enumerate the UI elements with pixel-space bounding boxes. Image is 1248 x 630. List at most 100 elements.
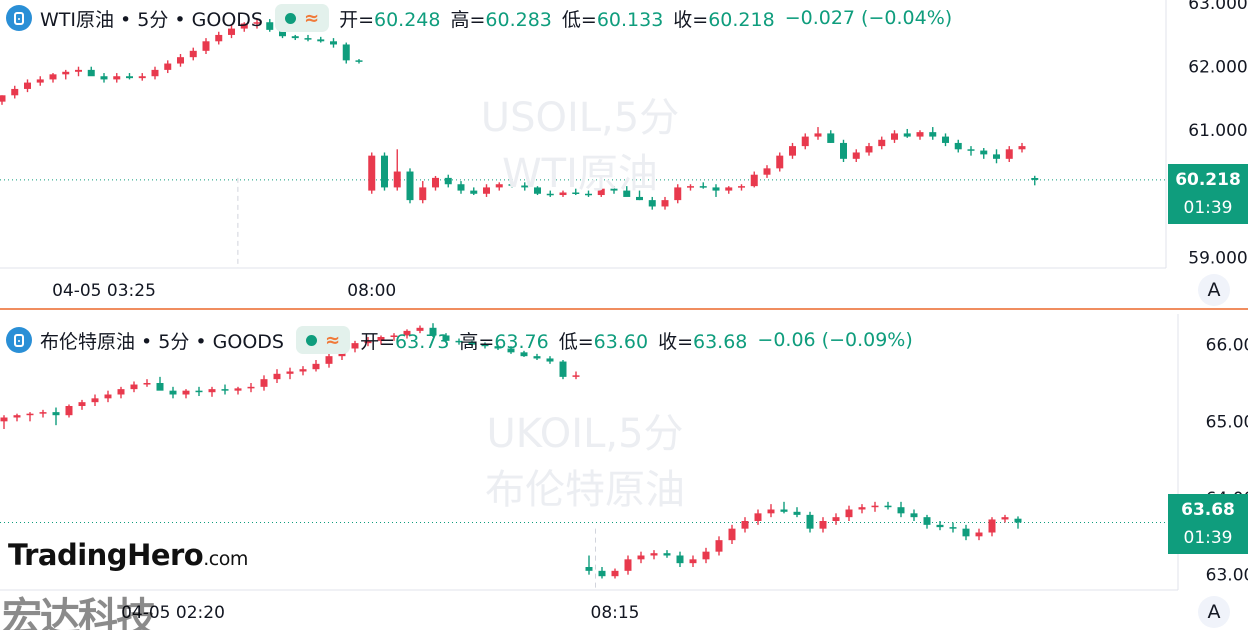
brent-high-label: 高= [459, 330, 495, 353]
candle-body [169, 390, 177, 395]
candle-body [351, 343, 359, 349]
wti-high-value: 60.283 [485, 8, 552, 31]
candle-body [903, 133, 911, 137]
candle-body [364, 340, 372, 344]
candle-body [419, 187, 427, 201]
wti-watermark: USOIL,5分 WTI原油 [450, 90, 710, 202]
candle-body [852, 152, 860, 159]
candle-body [342, 44, 350, 61]
candle-body [936, 524, 944, 528]
candle-body [689, 559, 697, 564]
candle-body [1001, 517, 1009, 520]
candle-body [728, 528, 736, 541]
candles-group [0, 19, 1039, 210]
candle-body [100, 76, 108, 80]
x-tick-label: 04-05 03:25 [52, 281, 156, 301]
candle-body [65, 406, 73, 416]
candle-body [182, 390, 190, 395]
wti-status-pill[interactable]: ≈ [274, 4, 330, 32]
candle-body [355, 60, 363, 62]
candle-body [980, 150, 988, 155]
candle-body [312, 363, 320, 370]
brent-close-value: 63.68 [693, 330, 748, 353]
brent-status-pill[interactable]: ≈ [296, 326, 351, 354]
candle-body [468, 342, 476, 345]
wti-close-value: 60.218 [708, 8, 775, 31]
candle-body [368, 155, 376, 191]
candle-body [637, 555, 645, 560]
candle-body [611, 570, 619, 577]
candle-body [676, 555, 684, 564]
candle-body [130, 384, 138, 390]
candle-body [215, 34, 223, 42]
candle-body [663, 553, 671, 556]
wti-close-label: 收= [673, 8, 709, 31]
candle-body [202, 41, 210, 51]
candle-body [138, 76, 146, 79]
candle-body [39, 412, 47, 414]
candle-body [291, 36, 299, 39]
x-tick-label: 04-05 02:20 [121, 603, 225, 623]
wave-icon: ≈ [303, 7, 320, 29]
candle-body [993, 154, 1000, 159]
candle-body [871, 505, 879, 508]
candle-body [546, 358, 554, 362]
brent-close-label: 收= [658, 330, 693, 353]
candle-body [156, 383, 164, 391]
candle-body [26, 413, 34, 416]
candle-body [481, 344, 489, 347]
candle-body [954, 142, 962, 150]
info-square-icon[interactable] [6, 5, 32, 31]
candle-body [942, 136, 949, 143]
y-tick-label: 66.00 [1206, 336, 1248, 356]
info-square-icon[interactable] [6, 327, 32, 353]
candle-body [164, 63, 172, 70]
candle-body [304, 38, 312, 40]
brent-change: −0.06 (−0.09%) [757, 329, 913, 351]
candle-body [725, 187, 733, 191]
candle-body [177, 57, 184, 64]
y-tick-label: 62.000 [1188, 58, 1247, 78]
candle-body [624, 559, 632, 571]
candle-body [845, 509, 853, 518]
y-tick-label: 65.00 [1206, 412, 1248, 432]
candle-body [403, 330, 411, 336]
wti-candlestick-chart[interactable]: 63.000 62.000 61.000 59.000 04-05 03:25 08:00 [0, 0, 1248, 310]
candle-body [610, 188, 618, 191]
candle-body [521, 185, 529, 188]
candle-body [24, 82, 31, 89]
candle-body [325, 356, 333, 364]
candle-body [483, 187, 490, 194]
candle-body [702, 551, 710, 560]
candle-body [767, 509, 775, 514]
chart-panel-wti[interactable]: 63.000 62.000 61.000 59.000 04-05 03:25 08:00… [0, 0, 1248, 310]
wti-open-value: 60.248 [374, 8, 441, 31]
wti-low-label: 低= [561, 8, 597, 31]
candle-body [897, 507, 905, 514]
candle-body [776, 155, 784, 169]
candle-body [495, 184, 503, 188]
wti-symbol-title[interactable]: WTI原油 • 5分 • GOODS [40, 8, 263, 31]
logo-main-text: TradingHero [8, 538, 204, 572]
candle-body [273, 373, 281, 380]
brent-countdown: 01:39 [1183, 528, 1233, 548]
candle-body [648, 200, 656, 207]
wti-auto-scale-button[interactable]: A [1198, 274, 1230, 306]
candle-body [1014, 518, 1022, 523]
candle-body [738, 186, 745, 188]
candle-body [878, 139, 886, 147]
candle-body [279, 29, 286, 37]
candle-body [508, 184, 516, 186]
status-dot-icon [284, 12, 296, 24]
candle-body [494, 346, 502, 349]
x-tick-label: 08:00 [347, 281, 396, 301]
wave-icon: ≈ [325, 329, 341, 351]
brent-auto-scale-button[interactable]: A [1198, 596, 1230, 628]
candle-body [234, 388, 242, 391]
brent-symbol-title[interactable]: 布伦特原油 • 5分 • GOODS [40, 330, 284, 353]
candle-body [840, 142, 847, 159]
candle-body [416, 327, 424, 331]
candle-body [975, 532, 983, 537]
candle-body [806, 514, 814, 529]
